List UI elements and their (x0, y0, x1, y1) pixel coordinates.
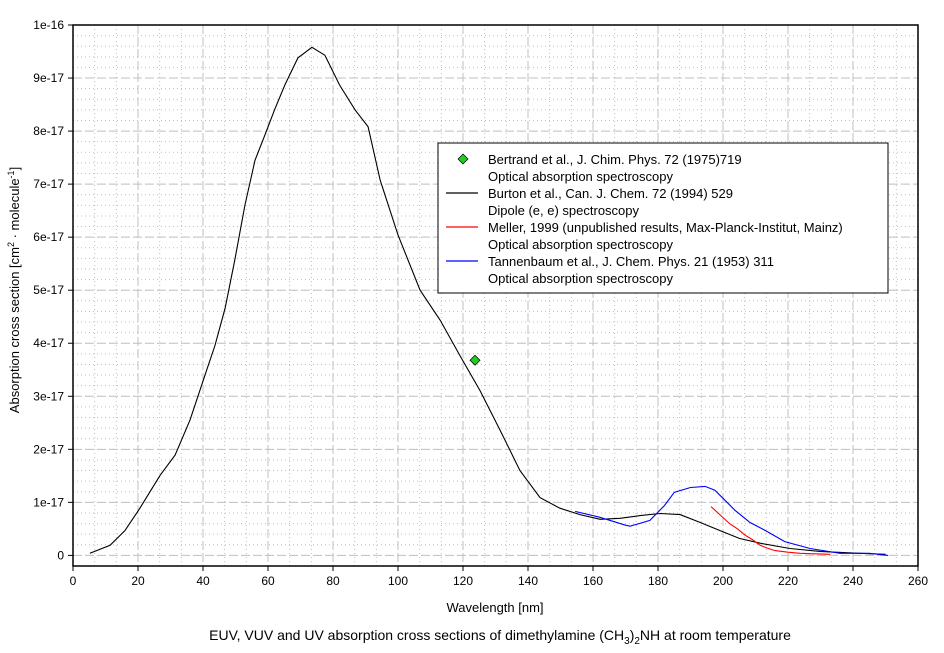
x-tick-label: 220 (778, 574, 798, 588)
grid (72, 24, 919, 566)
x-tick-label: 40 (196, 574, 210, 588)
series-layer (89, 46, 889, 556)
x-tick-label: 60 (261, 574, 275, 588)
y-axis-label: Absorption cross section [cm2 · molecule… (6, 167, 22, 413)
axes: 0 20 40 60 80 100 120 140 160 180 200 220 240 260 0 1e-… (33, 18, 928, 588)
y-tick-label: 1e-17 (33, 495, 64, 509)
x-tick-label: 180 (648, 574, 668, 588)
series-line (89, 46, 886, 555)
chart-caption: EUV, VUV and UV absorption cross section… (209, 627, 791, 647)
legend-entry-name: Meller, 1999 (unpublished results, Max-P… (488, 220, 843, 235)
x-tick-label: 200 (713, 574, 733, 588)
y-tick-label: 7e-17 (33, 177, 64, 191)
legend-entry-name: Tannenbaum et al., J. Chem. Phys. 21 (19… (488, 254, 774, 269)
legend-entry-name: Burton et al., Can. J. Chem. 72 (1994) 5… (488, 186, 733, 201)
data-point-diamond (469, 354, 481, 366)
y-tick-label: 1e-16 (33, 18, 64, 32)
y-tick-label: 9e-17 (33, 71, 64, 85)
legend-entry-method: Dipole (e, e) spectroscopy (488, 203, 640, 218)
legend: Bertrand et al., J. Chim. Phys. 72 (1975… (437, 142, 889, 294)
y-tick-label: 8e-17 (33, 124, 64, 138)
y-tick-label: 0 (57, 548, 64, 562)
x-axis-label: Wavelength [nm] (446, 600, 543, 615)
x-tick-label: 240 (843, 574, 863, 588)
x-tick-label: 80 (326, 574, 340, 588)
x-tick-label: 140 (518, 574, 538, 588)
x-tick-label: 0 (70, 574, 77, 588)
legend-entry-name: Bertrand et al., J. Chim. Phys. 72 (1975… (488, 152, 742, 167)
legend-entry-method: Optical absorption spectroscopy (488, 169, 673, 184)
series-line (710, 506, 831, 555)
x-tick-label: 20 (131, 574, 145, 588)
legend-entry-method: Optical absorption spectroscopy (488, 237, 673, 252)
plot-frame (72, 24, 919, 567)
x-tick-label: 260 (908, 574, 928, 588)
legend-marker-diamond (457, 153, 469, 165)
x-tick-label: 120 (453, 574, 473, 588)
y-tick-label: 4e-17 (33, 336, 64, 350)
y-tick-label: 3e-17 (33, 389, 64, 403)
y-tick-label: 5e-17 (33, 283, 64, 297)
x-tick-label: 100 (388, 574, 408, 588)
legend-entry-method: Optical absorption spectroscopy (488, 271, 673, 286)
legend-box (437, 142, 889, 294)
x-tick-label: 160 (583, 574, 603, 588)
y-tick-label: 2e-17 (33, 442, 64, 456)
y-tick-label: 6e-17 (33, 230, 64, 244)
series-line (574, 485, 889, 556)
